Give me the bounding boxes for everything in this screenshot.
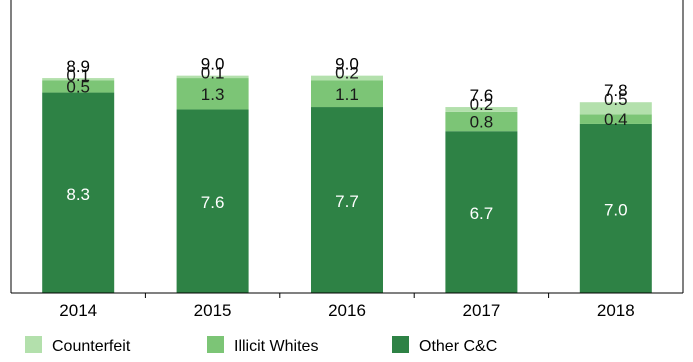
value-label-illicit-whites-2017: 0.8 <box>470 113 494 132</box>
value-label-illicit-whites-2014: 0.5 <box>66 78 90 97</box>
legend-item-counterfeit: Counterfeit <box>25 336 131 355</box>
value-label-counterfeit-2014: 0.1 <box>66 66 90 85</box>
bar-segment-counterfeit-2015 <box>176 75 249 79</box>
x-tick-label-2015: 2015 <box>194 301 232 320</box>
legend-label-counterfeit: Counterfeit <box>52 338 131 355</box>
total-label-2018: 7.8 <box>604 81 628 100</box>
legend-swatch-illicit-whites <box>207 336 224 353</box>
bar-segment-counterfeit-2014 <box>42 78 115 81</box>
total-label-2016: 9.0 <box>335 55 359 74</box>
legend-item-other-c-c: Other C&C <box>392 336 497 355</box>
value-label-illicit-whites-2018: 0.4 <box>604 110 628 129</box>
value-label-counterfeit-2016: 0.2 <box>335 64 359 83</box>
bar-segment-illicit-whites-2014 <box>42 80 115 93</box>
legend: Counterfeit Illicit Whites Other C&C <box>25 336 497 355</box>
bar-segment-other-c-c-2018 <box>579 123 652 293</box>
value-label-other-c-c-2015: 7.6 <box>201 193 225 212</box>
value-label-illicit-whites-2016: 1.1 <box>335 85 359 104</box>
bars-layer <box>42 75 652 294</box>
legend-item-illicit-whites: Illicit Whites <box>207 336 318 355</box>
x-tick-label-2016: 2016 <box>328 301 366 320</box>
legend-swatch-other-c-c <box>392 336 409 353</box>
bar-segment-other-c-c-2017 <box>445 131 518 293</box>
bar-segment-other-c-c-2016 <box>311 107 383 293</box>
bar-segment-illicit-whites-2017 <box>445 111 518 132</box>
legend-swatch-counterfeit <box>25 336 42 353</box>
value-label-illicit-whites-2015: 1.3 <box>201 85 225 104</box>
total-label-2014: 8.9 <box>66 57 90 76</box>
total-label-2015: 9.0 <box>201 55 225 74</box>
value-label-counterfeit-2018: 0.5 <box>604 90 628 109</box>
value-label-other-c-c-2018: 7.0 <box>604 200 628 219</box>
bar-segment-counterfeit-2017 <box>445 107 518 112</box>
bar-segment-counterfeit-2016 <box>311 75 383 81</box>
legend-label-other-c-c: Other C&C <box>419 338 497 355</box>
total-label-2017: 7.6 <box>470 86 494 105</box>
bar-segment-illicit-whites-2016 <box>311 80 383 108</box>
x-tick-label-2018: 2018 <box>597 301 635 320</box>
value-label-other-c-c-2017: 6.7 <box>470 204 494 223</box>
bar-segment-illicit-whites-2018 <box>579 114 652 124</box>
bar-segment-counterfeit-2018 <box>579 102 652 115</box>
value-label-other-c-c-2016: 7.7 <box>335 192 359 211</box>
x-tick-label-2017: 2017 <box>462 301 500 320</box>
value-label-counterfeit-2017: 0.2 <box>470 95 494 114</box>
bar-segment-illicit-whites-2015 <box>176 78 249 110</box>
x-tick-label-2014: 2014 <box>59 301 97 320</box>
value-label-counterfeit-2015: 0.1 <box>201 64 225 83</box>
bar-segment-other-c-c-2014 <box>42 92 115 294</box>
legend-label-illicit-whites: Illicit Whites <box>234 338 318 355</box>
data-labels-layer: 8.30.50.18.97.61.30.19.07.71.10.29.06.70… <box>66 55 627 223</box>
value-label-other-c-c-2014: 8.3 <box>66 185 90 204</box>
bar-segment-other-c-c-2015 <box>176 109 249 294</box>
x-tick-layer: 2014 2015 2016 2017 2018 <box>59 293 635 320</box>
